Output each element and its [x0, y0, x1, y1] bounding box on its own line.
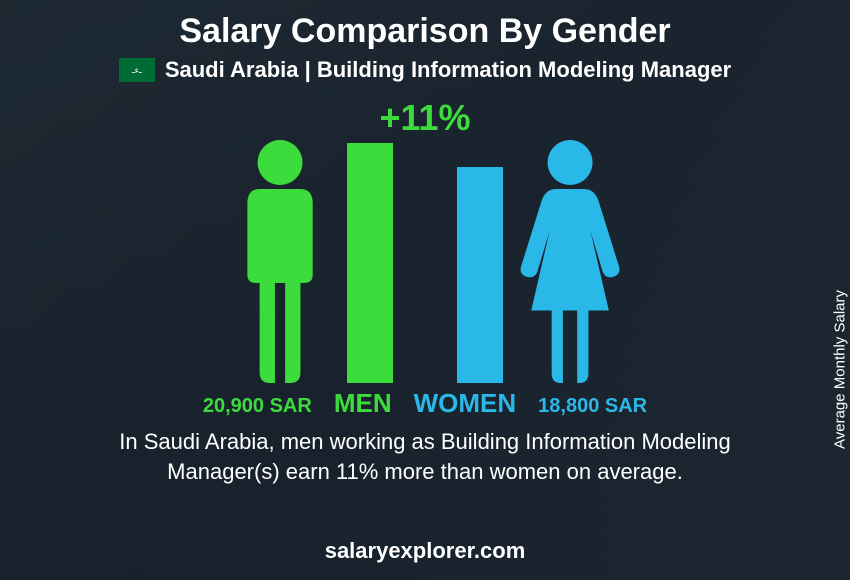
subtitle-row: ـءـ Saudi Arabia | Building Information …	[0, 57, 850, 83]
salary-chart: +11% 20,900 SAR MEN WOMEN 18,800 SAR	[145, 103, 705, 423]
women-salary: 18,800 SAR	[538, 395, 647, 418]
men-group	[225, 138, 393, 383]
men-salary: 20,900 SAR	[203, 395, 312, 418]
page-title: Salary Comparison By Gender	[0, 12, 850, 51]
woman-icon	[515, 138, 625, 383]
women-group	[457, 138, 625, 383]
y-axis-label: Average Monthly Salary	[832, 290, 849, 449]
man-icon	[225, 138, 335, 383]
women-bar	[457, 167, 503, 383]
men-bar	[347, 143, 393, 383]
labels-row: 20,900 SAR MEN WOMEN 18,800 SAR	[145, 388, 705, 419]
subtitle: Saudi Arabia | Building Information Mode…	[165, 57, 731, 83]
women-label: WOMEN	[414, 388, 517, 419]
men-label: MEN	[334, 388, 392, 419]
percent-diff: +11%	[379, 97, 470, 139]
footer: salaryexplorer.com	[0, 538, 850, 564]
caption: In Saudi Arabia, men working as Building…	[0, 423, 850, 486]
flag-icon: ـءـ	[119, 58, 155, 82]
